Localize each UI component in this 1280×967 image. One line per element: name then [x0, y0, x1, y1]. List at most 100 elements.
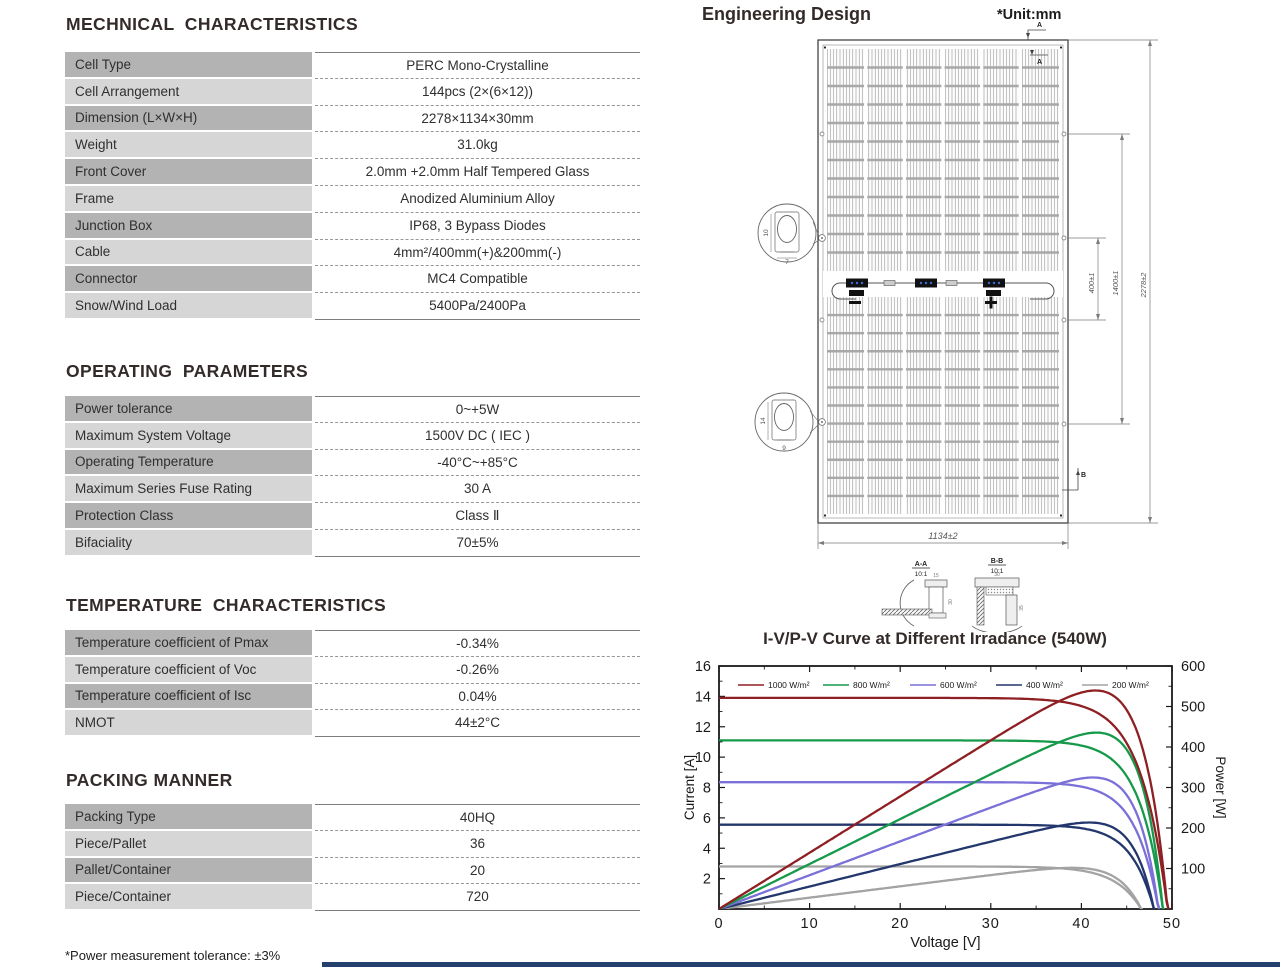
dimension-arrows [818, 40, 1152, 545]
legend-label: 800 W/m² [853, 680, 890, 690]
cell-grid [827, 49, 1059, 514]
section-a-scale: 10:1 [915, 571, 928, 578]
section-mechanical-title-wrap: MECHNICAL CHARACTERISTICS [65, 14, 640, 35]
mount-slot-detail-top: 10 7 [757, 203, 820, 266]
iv-curve [719, 739, 1165, 909]
table-row: Junction Box IP68, 3 Bypass Diodes [65, 212, 640, 240]
row-value: IP68, 3 Bypass Diodes [315, 213, 640, 240]
section-title-temperature: TEMPERATURE CHARACTERISTICS [66, 595, 387, 615]
dim-2278: 2278±2 [1139, 272, 1148, 299]
mounting-holes [818, 131, 1067, 427]
table-row: Weight 31.0kg [65, 132, 640, 160]
section-packing-title-wrap: PACKING MANNER [65, 770, 640, 791]
row-label: Maximum System Voltage [65, 422, 312, 450]
row-label: Bifaciality [65, 529, 312, 557]
row-value: 0.04% [315, 684, 640, 711]
row-value: 44±2°C [315, 710, 640, 738]
row-value: -40°C~+85°C [315, 450, 640, 477]
table-row: Temperature coefficient of Isc 0.04% [65, 683, 640, 711]
pv-curve [719, 776, 1161, 909]
row-label: Front Cover [65, 159, 312, 186]
row-value: 1500V DC ( IEC ) [315, 423, 640, 450]
row-value: 40HQ [315, 804, 640, 831]
table-row: Protection Class Class Ⅱ [65, 503, 640, 530]
row-label: Temperature coefficient of Pmax [65, 630, 312, 657]
y-left-tick-label: 6 [703, 811, 711, 827]
row-label: Junction Box [65, 212, 312, 240]
table-row: Cable 4mm²/400mm(+)&200mm(-) [65, 239, 640, 267]
x-tick-label: 50 [1163, 916, 1181, 932]
table-packing: Packing Type 40HQ Piece/Pallet 36 Pallet/Con… [65, 804, 640, 912]
table-mechanical: Cell Type PERC Mono-Crystalline Cell Arran… [65, 52, 640, 320]
table-row: Maximum Series Fuse Rating 30 A [65, 476, 640, 504]
table-row: Dimension (L×W×H) 2278×1134×30mm [65, 105, 640, 133]
row-label: Protection Class [65, 503, 312, 530]
row-value: 20 [315, 858, 640, 885]
row-label: Temperature coefficient of Isc [65, 683, 312, 711]
row-label: Weight [65, 132, 312, 160]
table-temperature: Temperature coefficient of Pmax -0.34% Tem… [65, 630, 640, 738]
row-value: Class Ⅱ [315, 503, 640, 530]
row-label: Dimension (L×W×H) [65, 105, 312, 133]
dimension-lines [817, 39, 1158, 549]
section-b-dim-side: 35 [1019, 605, 1025, 611]
pv-curve [719, 689, 1170, 909]
y-right-tick-label: 100 [1181, 862, 1205, 878]
table-row: Connector MC4 Compatible [65, 266, 640, 294]
x-tick-label: 10 [801, 916, 819, 932]
row-value: 31.0kg [315, 132, 640, 160]
row-label: Piece/Pallet [65, 830, 312, 858]
table-row: Cell Type PERC Mono-Crystalline [65, 52, 640, 79]
x-tick-label: 40 [1072, 916, 1090, 932]
unit-note: *Unit:mm [997, 7, 1062, 23]
row-value: 36 [315, 831, 640, 858]
section-b-name: B-B [991, 558, 1003, 565]
power-tolerance-footnote: *Power measurement tolerance: ±3% [65, 948, 281, 963]
iv-curve [719, 823, 1156, 909]
section-title-mechanical: MECHNICAL CHARACTERISTICS [66, 14, 359, 34]
pv-curve [719, 731, 1165, 909]
row-value: 720 [315, 884, 640, 912]
dim-400: 400±1 [1087, 273, 1096, 294]
jb-terminals [850, 281, 1001, 285]
section-b-scale: 10:1 [991, 568, 1004, 575]
section-b-dim-top: 30 [994, 572, 1000, 578]
row-value: PERC Mono-Crystalline [315, 52, 640, 79]
y-right-tick-label: 400 [1181, 740, 1205, 756]
y-right-tick-label: 500 [1181, 700, 1205, 716]
dimension-labels: 400±1 1400±1 2278±2 1134±2 [928, 271, 1148, 541]
table-row: Pallet/Container 20 [65, 857, 640, 885]
y-left-tick-label: 4 [703, 841, 711, 857]
row-label: Piece/Container [65, 884, 312, 912]
table-row: Power tolerance 0~+5W [65, 396, 640, 423]
dim-1134: 1134±2 [928, 531, 957, 541]
y-left-axis-title: Current [A] [682, 755, 697, 820]
slot-top-bottom-dim: 7 [785, 259, 789, 266]
table-row: Operating Temperature -40°C~+85°C [65, 449, 640, 477]
row-label: Temperature coefficient of Voc [65, 656, 312, 684]
iv-curve [719, 865, 1143, 909]
y-right-tick-label: 600 [1181, 659, 1205, 675]
table-row: Temperature coefficient of Voc -0.26% [65, 656, 640, 684]
minus-polarity-mark [849, 301, 861, 304]
row-label: Cable [65, 239, 312, 267]
y-left-tick-label: 10 [695, 750, 711, 766]
row-value: 144pcs (2×(6×12)) [315, 79, 640, 106]
row-value: 5400Pa/2400Pa [315, 293, 640, 320]
legend-label: 400 W/m² [1026, 680, 1063, 690]
table-row: NMOT 44±2°C [65, 710, 640, 738]
y-left-tick-label: 12 [695, 720, 711, 736]
dim-1400: 1400±1 [1111, 271, 1120, 296]
y-right-tick-label: 200 [1181, 821, 1205, 837]
pv-curve [719, 866, 1143, 909]
section-a-name: A-A [915, 561, 927, 568]
pv-curve [719, 821, 1156, 909]
row-value: 70±5% [315, 530, 640, 557]
marker-a-top-label: A [1037, 22, 1042, 29]
iv-curve [719, 696, 1170, 909]
row-label: Operating Temperature [65, 449, 312, 477]
footer-accent-bar [322, 962, 1280, 967]
section-title-operating: OPERATING PARAMETERS [66, 361, 309, 381]
mount-slot-detail-bottom: 14 9 [754, 392, 819, 452]
junction-box-band [823, 271, 1063, 309]
